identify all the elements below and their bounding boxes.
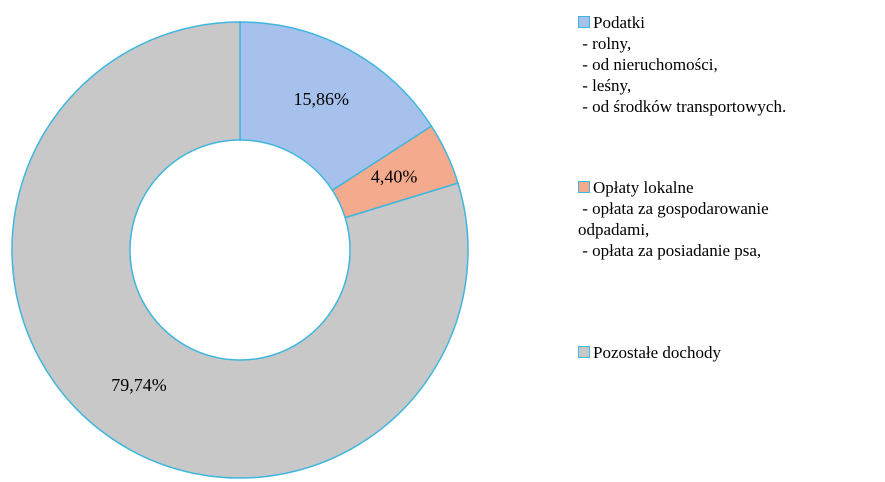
data-label: 15,86% — [293, 89, 349, 109]
data-label: 79,74% — [111, 375, 167, 395]
donut: 15,86% 4,40% 79,74% — [11, 21, 469, 479]
legend-label: Pozostałe dochody — [593, 343, 721, 362]
legend-label: Opłaty lokalne - opłata za gospodarowani… — [578, 178, 769, 260]
legend-item: Podatki - rolny, - od nieruchomości, - l… — [578, 12, 786, 117]
slice — [11, 21, 469, 479]
legend-item: Pozostałe dochody — [578, 342, 721, 363]
legend-swatch — [578, 346, 590, 358]
legend-label: Podatki - rolny, - od nieruchomości, - l… — [582, 13, 787, 116]
legend-item: Opłaty lokalne - opłata za gospodarowani… — [578, 177, 769, 261]
legend-swatch — [578, 16, 590, 28]
data-label: 4,40% — [371, 166, 418, 186]
slice — [239, 21, 433, 192]
legend-swatch — [578, 181, 590, 193]
